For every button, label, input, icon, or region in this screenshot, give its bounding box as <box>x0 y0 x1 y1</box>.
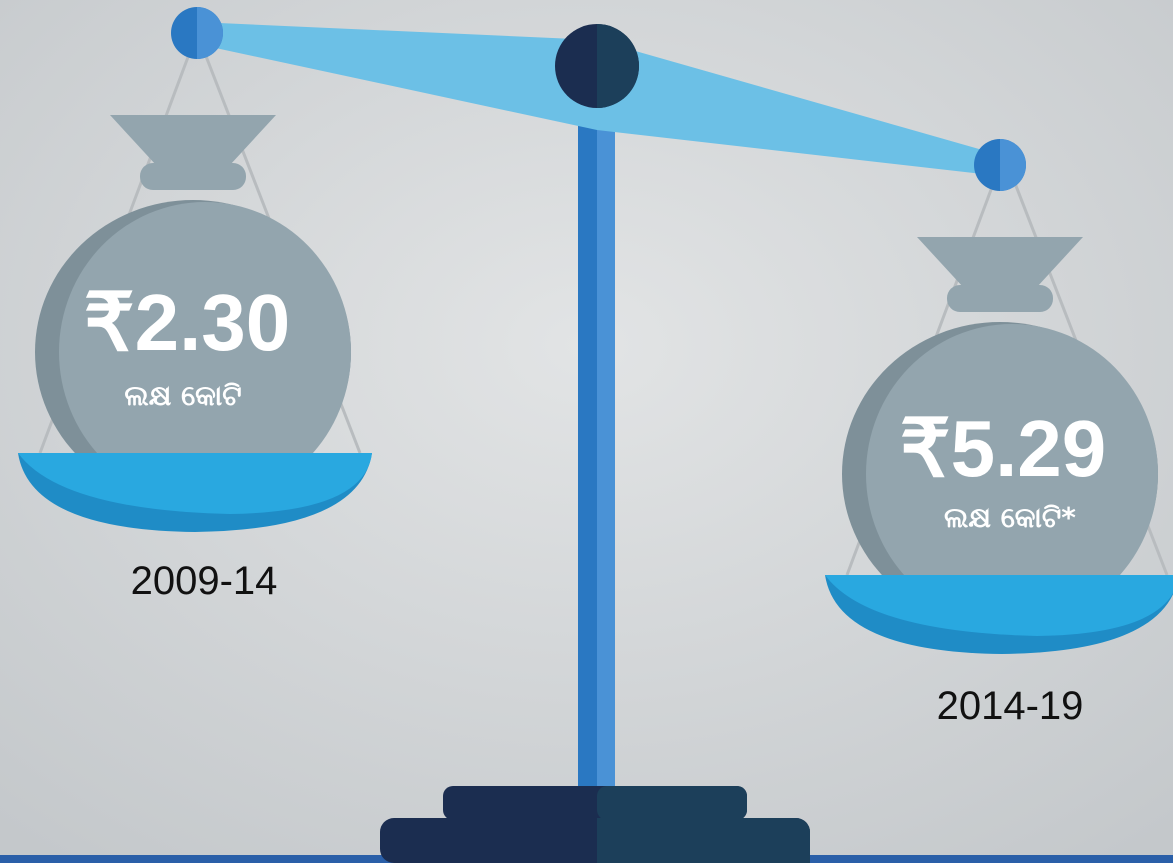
beam-end <box>1000 139 1026 191</box>
beam-end <box>197 7 223 59</box>
pole <box>597 95 615 795</box>
base <box>597 818 810 863</box>
amount: ₹5.29 <box>900 404 1107 493</box>
base <box>597 786 747 820</box>
unit: ଲକ୍ଷ କୋଟି* <box>944 501 1076 534</box>
pole <box>578 95 597 795</box>
amount: ₹2.30 <box>84 278 291 367</box>
period: 2009-14 <box>131 559 278 603</box>
pivot <box>597 24 639 108</box>
period: 2014-19 <box>937 684 1084 728</box>
unit: ଲକ୍ଷ କୋଟି <box>124 379 241 412</box>
